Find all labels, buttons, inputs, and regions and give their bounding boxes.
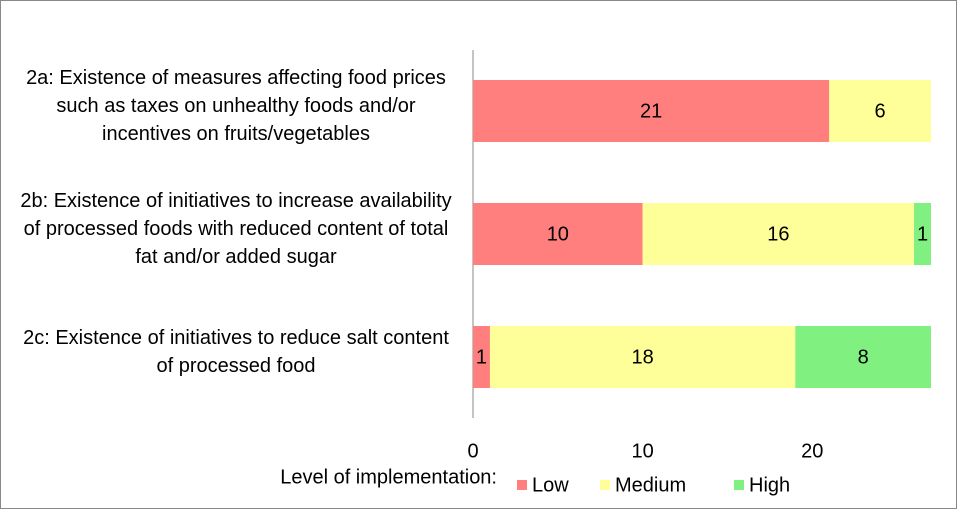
data-label: 18 [632,346,654,368]
data-label: 1 [476,346,487,368]
legend-label: Low [532,474,569,496]
bar-segment [795,326,931,388]
category-label: 2b: Existence of initiatives to increase… [20,190,451,268]
data-label: 8 [858,346,869,368]
bar-segment [914,203,931,265]
data-label: 10 [547,223,569,245]
legend-title: Level of implementation: [280,466,497,488]
data-label: 16 [767,223,789,245]
bar-segment [473,203,643,265]
legend-label: Medium [615,474,686,496]
category-label: 2a: Existence of measures affecting food… [26,67,446,145]
legend-label: High [749,474,790,496]
x-tick-label: 0 [467,440,478,462]
legend-swatch [600,480,610,490]
bar-segment [489,326,796,388]
bar-segment [829,80,931,142]
x-tick-label: 20 [801,440,823,462]
category-label: 2c: Existence of initiatives to reduce s… [23,327,449,377]
x-tick-label: 10 [632,440,654,462]
data-label: 1 [917,223,928,245]
legend-swatch [517,480,527,490]
bar-segment [642,203,915,265]
bar-segment [473,80,830,142]
data-label: 6 [875,100,886,122]
data-label: 21 [640,100,662,122]
legend-swatch [734,480,744,490]
bar-segment [473,326,490,388]
